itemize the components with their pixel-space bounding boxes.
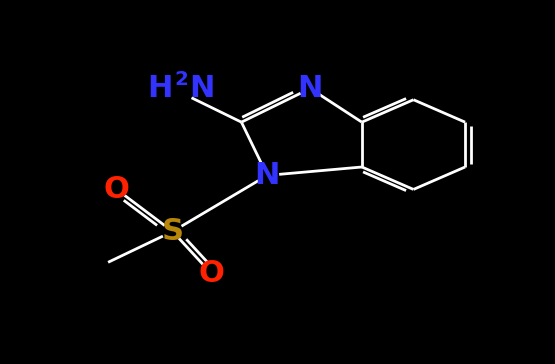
Text: 2: 2 <box>175 70 189 88</box>
Text: N: N <box>297 74 323 103</box>
Text: H: H <box>147 74 173 103</box>
Text: O: O <box>198 259 224 288</box>
Text: S: S <box>162 217 184 246</box>
Text: N: N <box>255 161 280 190</box>
Text: O: O <box>104 175 130 204</box>
Text: N: N <box>189 74 214 103</box>
